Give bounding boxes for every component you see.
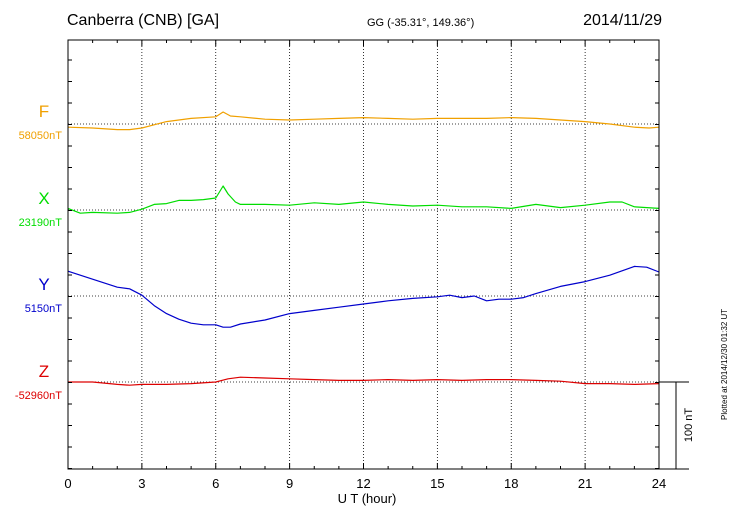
grid-lines <box>68 40 659 469</box>
component-label-f: F <box>39 102 49 121</box>
x-tick-label: 0 <box>64 476 71 491</box>
x-tick-label: 9 <box>286 476 293 491</box>
x-tick-label: 21 <box>578 476 592 491</box>
scale-bar: 100 nT <box>659 381 695 470</box>
trace-x <box>67 185 660 214</box>
traces <box>67 111 660 386</box>
date-label: 2014/11/29 <box>583 12 662 29</box>
plot-frame <box>67 39 660 470</box>
x-tick-label: 3 <box>138 476 145 491</box>
baseline-label-f: 58050nT <box>19 130 63 142</box>
x-tick-label: 6 <box>212 476 219 491</box>
x-tick-label: 12 <box>356 476 370 491</box>
baseline-label-z: -52960nT <box>15 390 62 402</box>
x-axis-label: U T (hour) <box>338 491 397 506</box>
x-tick-label: 18 <box>504 476 518 491</box>
trace-f <box>67 111 660 131</box>
coordinates-label: GG (-35.31°, 149.36°) <box>367 17 475 29</box>
baseline-label-x: 23190nT <box>19 217 63 229</box>
component-labels: F 58050nT X 23190nT Y 5150nT Z -52960nT <box>15 102 62 402</box>
station-title: Canberra (CNB) [GA] <box>67 12 220 29</box>
component-label-y: Y <box>38 275 49 294</box>
trace-y <box>67 265 660 328</box>
x-tick-label: 24 <box>652 476 666 491</box>
baseline-label-y: 5150nT <box>25 303 63 315</box>
component-label-z: Z <box>39 362 49 381</box>
axes: 0 3 6 9 12 15 18 21 24 <box>64 39 666 491</box>
scale-bar-label: 100 nT <box>683 408 695 443</box>
component-label-x: X <box>38 189 49 208</box>
trace-z <box>68 376 660 386</box>
x-tick-label: 15 <box>430 476 444 491</box>
